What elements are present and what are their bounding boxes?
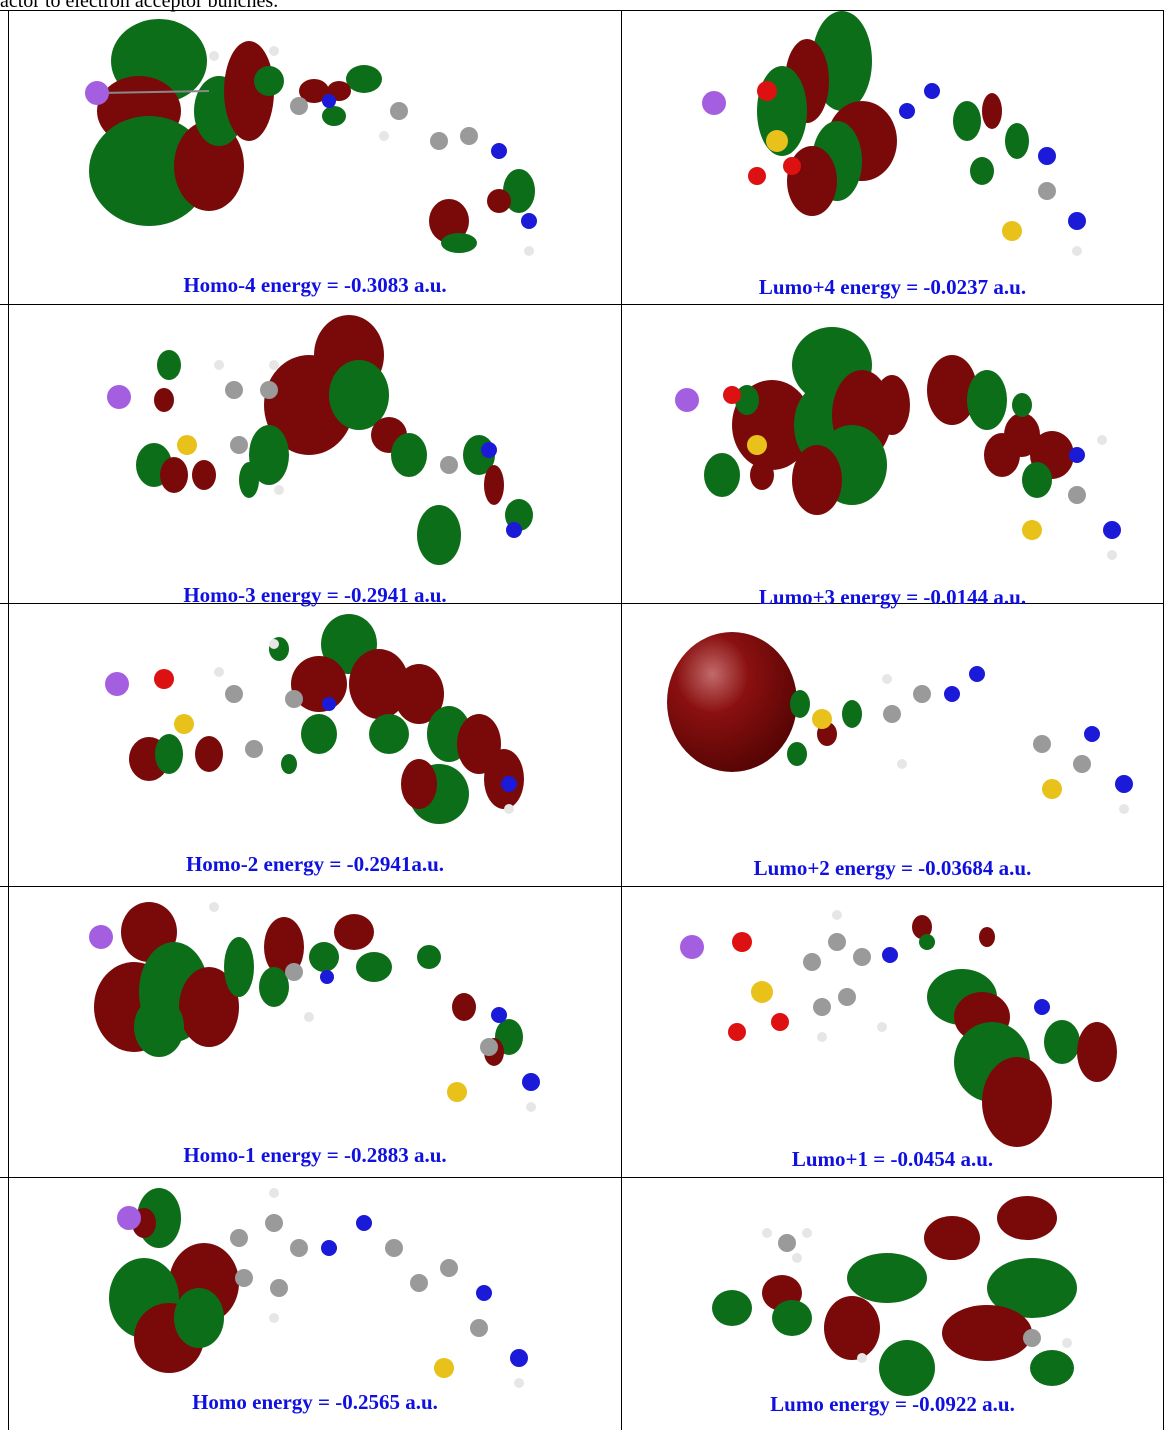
atoms bbox=[89, 902, 540, 1112]
orbital-lobes bbox=[757, 11, 1029, 216]
row-divider bbox=[0, 304, 1164, 305]
cell-lumo+1: Lumo+1 = -0.0454 a.u. bbox=[622, 887, 1163, 1177]
intro-text: actor to electron acceptor bunches. bbox=[0, 0, 279, 12]
orbital-energy-caption: Lumo+4 energy = -0.0237 a.u. bbox=[758, 275, 1027, 299]
cell-lumo+3: Lumo+3 energy = -0.0144 a.u. bbox=[622, 305, 1163, 609]
orbital-lobes bbox=[89, 19, 535, 253]
cell-lumo+4: Lumo+4 energy = -0.0237 a.u. bbox=[622, 11, 1163, 304]
cell-homo-3: Homo-3 energy = -0.2941 a.u. bbox=[9, 305, 621, 607]
atoms bbox=[105, 639, 517, 814]
orbital-energy-caption: Homo-1 energy = -0.2883 a.u. bbox=[183, 1143, 447, 1167]
atoms bbox=[117, 1188, 528, 1388]
molecule-image bbox=[712, 1196, 1077, 1396]
molecule-image bbox=[675, 327, 1121, 560]
atoms bbox=[675, 386, 1121, 560]
orbital-energy-caption: Homo energy = -0.2565 a.u. bbox=[192, 1390, 438, 1414]
orbital-lobes bbox=[129, 614, 524, 824]
orbital-lobes bbox=[712, 1196, 1077, 1396]
cell-homo-1: Homo-1 energy = -0.2883 a.u. bbox=[9, 887, 621, 1177]
orbital-lobes bbox=[667, 632, 862, 772]
orbital-energy-caption: Lumo+3 energy = -0.0144 a.u. bbox=[758, 585, 1027, 609]
molecule-image bbox=[109, 1188, 528, 1388]
atoms bbox=[812, 666, 1133, 814]
orbital-lobes bbox=[912, 915, 1117, 1147]
table-border-left bbox=[8, 10, 9, 1430]
orbital-energy-caption: Lumo+2 energy = -0.03684 a.u. bbox=[753, 856, 1032, 880]
table-border-top bbox=[0, 10, 1164, 11]
orbital-lobes bbox=[136, 315, 533, 565]
molecule-image bbox=[105, 614, 524, 824]
row-divider bbox=[0, 603, 1164, 604]
row-divider bbox=[0, 886, 1164, 887]
molecule-image bbox=[667, 632, 1133, 814]
molecule-image bbox=[85, 19, 537, 256]
orbital-energy-caption: Lumo+1 = -0.0454 a.u. bbox=[791, 1147, 994, 1171]
orbital-lobes bbox=[704, 327, 1074, 515]
cell-lumo: Lumo energy = -0.0922 a.u. bbox=[622, 1178, 1163, 1430]
atoms bbox=[85, 46, 537, 256]
row-divider bbox=[0, 1177, 1164, 1178]
orbital-energy-caption: Lumo energy = -0.0922 a.u. bbox=[770, 1392, 1015, 1416]
atoms bbox=[702, 81, 1086, 256]
molecule-image bbox=[107, 315, 533, 565]
table-divider-center bbox=[621, 10, 622, 1430]
orbital-energy-caption: Homo-2 energy = -0.2941a.u. bbox=[185, 852, 445, 876]
orbital-table: Homo-4 energy = -0.3083 a.u. bbox=[0, 10, 1164, 1430]
molecule-image bbox=[89, 902, 540, 1112]
molecule-image bbox=[702, 11, 1086, 256]
cell-homo: Homo energy = -0.2565 a.u. bbox=[9, 1178, 621, 1430]
atoms bbox=[680, 910, 1050, 1042]
cell-homo-2: Homo-2 energy = -0.2941a.u. bbox=[9, 604, 621, 886]
molecule-image bbox=[680, 910, 1117, 1147]
atoms bbox=[107, 360, 522, 538]
orbital-lobes bbox=[94, 902, 523, 1066]
cell-homo-4: Homo-4 energy = -0.3083 a.u. bbox=[9, 11, 621, 304]
atoms bbox=[762, 1228, 1072, 1363]
orbital-energy-caption: Homo-4 energy = -0.3083 a.u. bbox=[183, 273, 447, 297]
orbital-lobes bbox=[109, 1188, 239, 1373]
orbital-energy-caption: Homo-3 energy = -0.2941 a.u. bbox=[183, 583, 447, 607]
cell-lumo+2: Lumo+2 energy = -0.03684 a.u. bbox=[622, 604, 1163, 886]
